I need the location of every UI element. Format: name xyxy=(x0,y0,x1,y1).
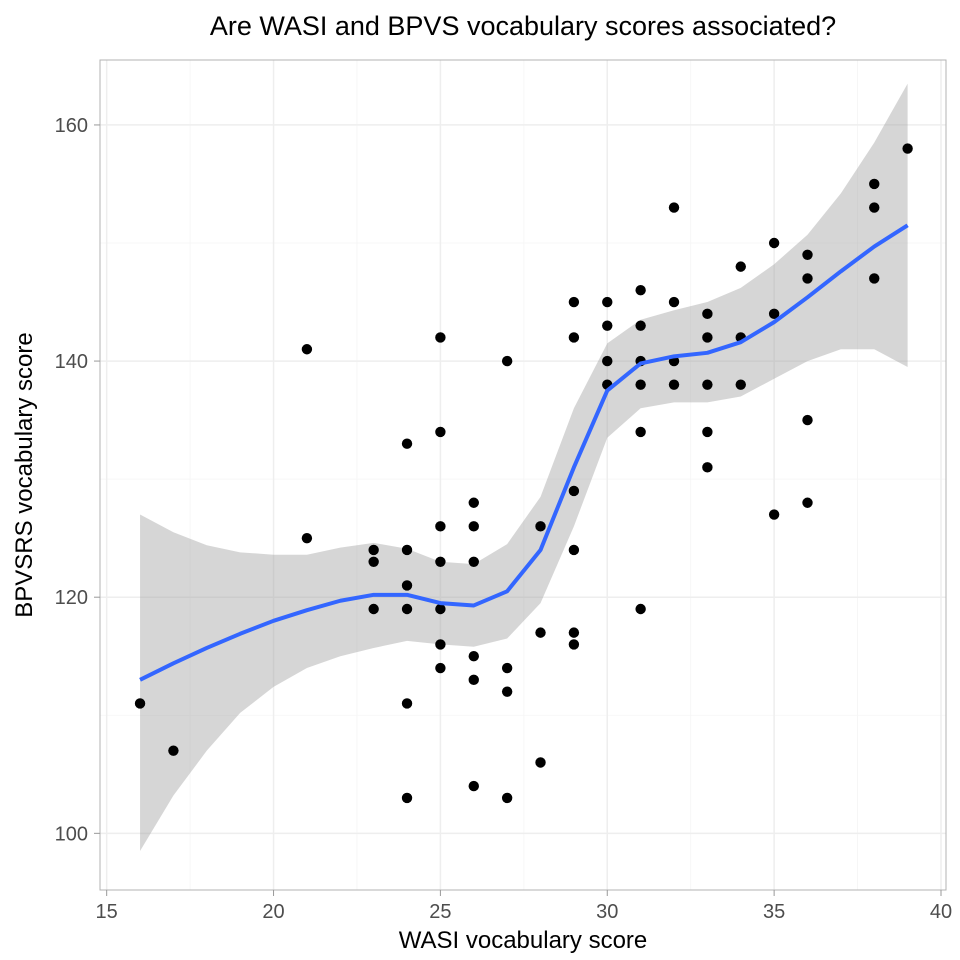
data-point xyxy=(302,344,312,354)
x-axis-label: WASI vocabulary score xyxy=(399,927,648,954)
data-point xyxy=(435,639,445,649)
data-point xyxy=(435,427,445,437)
data-point xyxy=(702,309,712,319)
x-tick-label: 30 xyxy=(596,901,618,923)
data-point xyxy=(535,757,545,767)
data-point xyxy=(435,332,445,342)
data-point xyxy=(368,557,378,567)
data-point xyxy=(402,439,412,449)
data-point xyxy=(702,379,712,389)
data-point xyxy=(402,545,412,555)
data-point xyxy=(802,498,812,508)
data-point xyxy=(635,427,645,437)
data-point xyxy=(669,202,679,212)
data-point xyxy=(802,250,812,260)
data-point xyxy=(869,273,879,283)
data-point xyxy=(702,462,712,472)
data-point xyxy=(702,332,712,342)
data-point xyxy=(135,698,145,708)
chart-title: Are WASI and BPVS vocabulary scores asso… xyxy=(210,11,836,41)
data-point xyxy=(569,486,579,496)
data-point xyxy=(702,427,712,437)
chart-svg: Are WASI and BPVS vocabulary scores asso… xyxy=(0,0,960,960)
data-point xyxy=(769,509,779,519)
data-point xyxy=(602,356,612,366)
data-point xyxy=(569,627,579,637)
data-point xyxy=(669,297,679,307)
data-point xyxy=(168,745,178,755)
data-point xyxy=(535,627,545,637)
data-point xyxy=(469,521,479,531)
data-point xyxy=(402,580,412,590)
y-tick-label: 140 xyxy=(55,351,88,373)
data-point xyxy=(569,332,579,342)
data-point xyxy=(469,557,479,567)
scatter-smooth-chart: { "chart": { "type": "scatter-with-smoot… xyxy=(0,0,960,960)
x-tick-label: 15 xyxy=(96,901,118,923)
data-point xyxy=(502,663,512,673)
x-tick-label: 20 xyxy=(262,901,284,923)
data-point xyxy=(469,675,479,685)
data-point xyxy=(635,285,645,295)
y-tick-label: 120 xyxy=(55,587,88,609)
data-point xyxy=(469,651,479,661)
data-point xyxy=(435,604,445,614)
data-point xyxy=(435,663,445,673)
data-point xyxy=(569,639,579,649)
data-point xyxy=(769,238,779,248)
y-tick-label: 100 xyxy=(55,823,88,845)
x-tick-label: 25 xyxy=(429,901,451,923)
data-point xyxy=(569,297,579,307)
data-point xyxy=(502,686,512,696)
data-point xyxy=(435,557,445,567)
data-point xyxy=(869,179,879,189)
data-point xyxy=(669,379,679,389)
data-point xyxy=(402,698,412,708)
data-point xyxy=(402,604,412,614)
data-point xyxy=(902,143,912,153)
y-tick-label: 160 xyxy=(55,115,88,137)
data-point xyxy=(602,297,612,307)
data-point xyxy=(802,415,812,425)
data-point xyxy=(635,320,645,330)
x-tick-label: 35 xyxy=(763,901,785,923)
data-point xyxy=(502,793,512,803)
data-point xyxy=(302,533,312,543)
data-point xyxy=(502,356,512,366)
data-point xyxy=(535,521,545,531)
x-tick-label: 40 xyxy=(930,901,952,923)
y-axis-label: BPVSRS vocabulary score xyxy=(11,332,38,617)
data-point xyxy=(869,202,879,212)
data-point xyxy=(736,261,746,271)
data-point xyxy=(402,793,412,803)
data-point xyxy=(569,545,579,555)
data-point xyxy=(469,781,479,791)
plot-panel xyxy=(100,60,946,890)
data-point xyxy=(368,604,378,614)
data-point xyxy=(368,545,378,555)
data-point xyxy=(736,379,746,389)
data-point xyxy=(635,379,645,389)
data-point xyxy=(802,273,812,283)
data-point xyxy=(635,604,645,614)
data-point xyxy=(602,320,612,330)
data-point xyxy=(435,521,445,531)
data-point xyxy=(469,498,479,508)
